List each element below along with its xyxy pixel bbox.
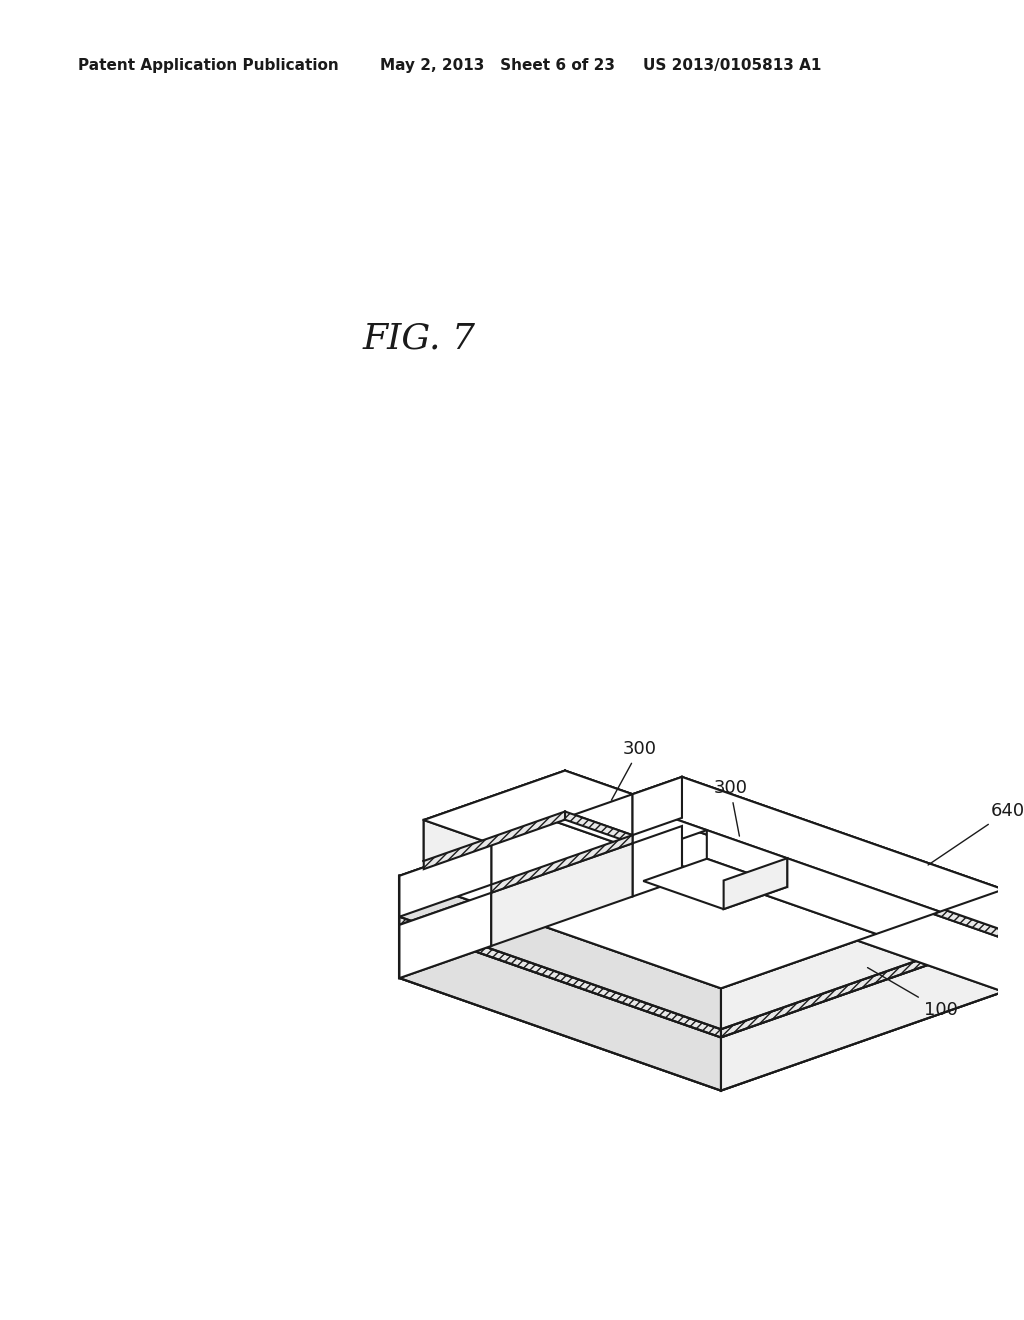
Polygon shape: [721, 931, 1004, 1038]
Polygon shape: [565, 771, 633, 836]
Polygon shape: [399, 875, 721, 1090]
Polygon shape: [399, 875, 721, 1030]
Polygon shape: [399, 892, 492, 978]
Polygon shape: [721, 939, 1004, 1090]
Polygon shape: [643, 859, 787, 909]
Polygon shape: [721, 890, 1004, 1030]
Polygon shape: [424, 771, 565, 861]
Polygon shape: [424, 820, 492, 884]
Polygon shape: [707, 830, 787, 887]
Polygon shape: [399, 821, 877, 989]
Polygon shape: [633, 777, 682, 836]
Polygon shape: [682, 818, 1004, 939]
Polygon shape: [399, 892, 492, 978]
Text: FIG. 7: FIG. 7: [362, 322, 475, 355]
Polygon shape: [682, 826, 1004, 991]
Polygon shape: [399, 916, 721, 1038]
Text: Patent Application Publication: Patent Application Publication: [78, 58, 339, 73]
Polygon shape: [565, 812, 633, 843]
Polygon shape: [399, 843, 492, 916]
Polygon shape: [424, 771, 633, 843]
Polygon shape: [492, 836, 633, 892]
Text: 100: 100: [867, 968, 957, 1019]
Text: 300: 300: [611, 741, 656, 800]
Text: May 2, 2013   Sheet 6 of 23: May 2, 2013 Sheet 6 of 23: [380, 58, 615, 73]
Polygon shape: [492, 843, 633, 946]
Polygon shape: [618, 777, 1004, 912]
Text: 640: 640: [928, 803, 1024, 865]
Polygon shape: [724, 858, 940, 935]
Polygon shape: [682, 777, 1004, 931]
Polygon shape: [555, 799, 707, 853]
Polygon shape: [633, 826, 682, 896]
Polygon shape: [633, 826, 682, 896]
Polygon shape: [721, 890, 1004, 1090]
Text: US 2013/0105813 A1: US 2013/0105813 A1: [643, 58, 821, 73]
Polygon shape: [424, 812, 565, 869]
Text: 300: 300: [713, 779, 748, 836]
Polygon shape: [399, 925, 721, 1090]
Polygon shape: [724, 858, 787, 909]
